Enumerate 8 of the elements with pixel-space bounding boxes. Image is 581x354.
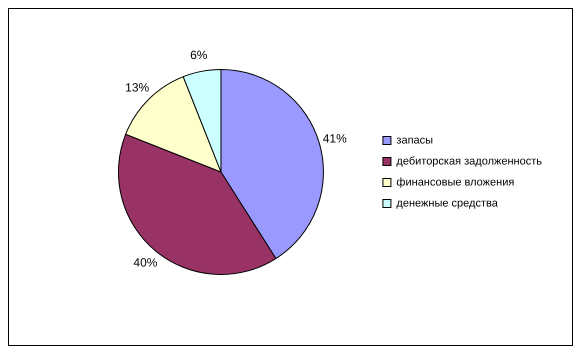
legend-label: финансовые вложения	[396, 176, 514, 189]
legend-label: денежные средства	[396, 198, 499, 210]
data-label: 40%	[133, 256, 158, 270]
legend-label: запасы	[396, 134, 434, 147]
data-label: 13%	[125, 80, 150, 95]
data-label: 41%	[322, 131, 348, 146]
legend-label: дебиторская задолженность	[396, 156, 542, 168]
data-label: 6%	[190, 48, 208, 62]
